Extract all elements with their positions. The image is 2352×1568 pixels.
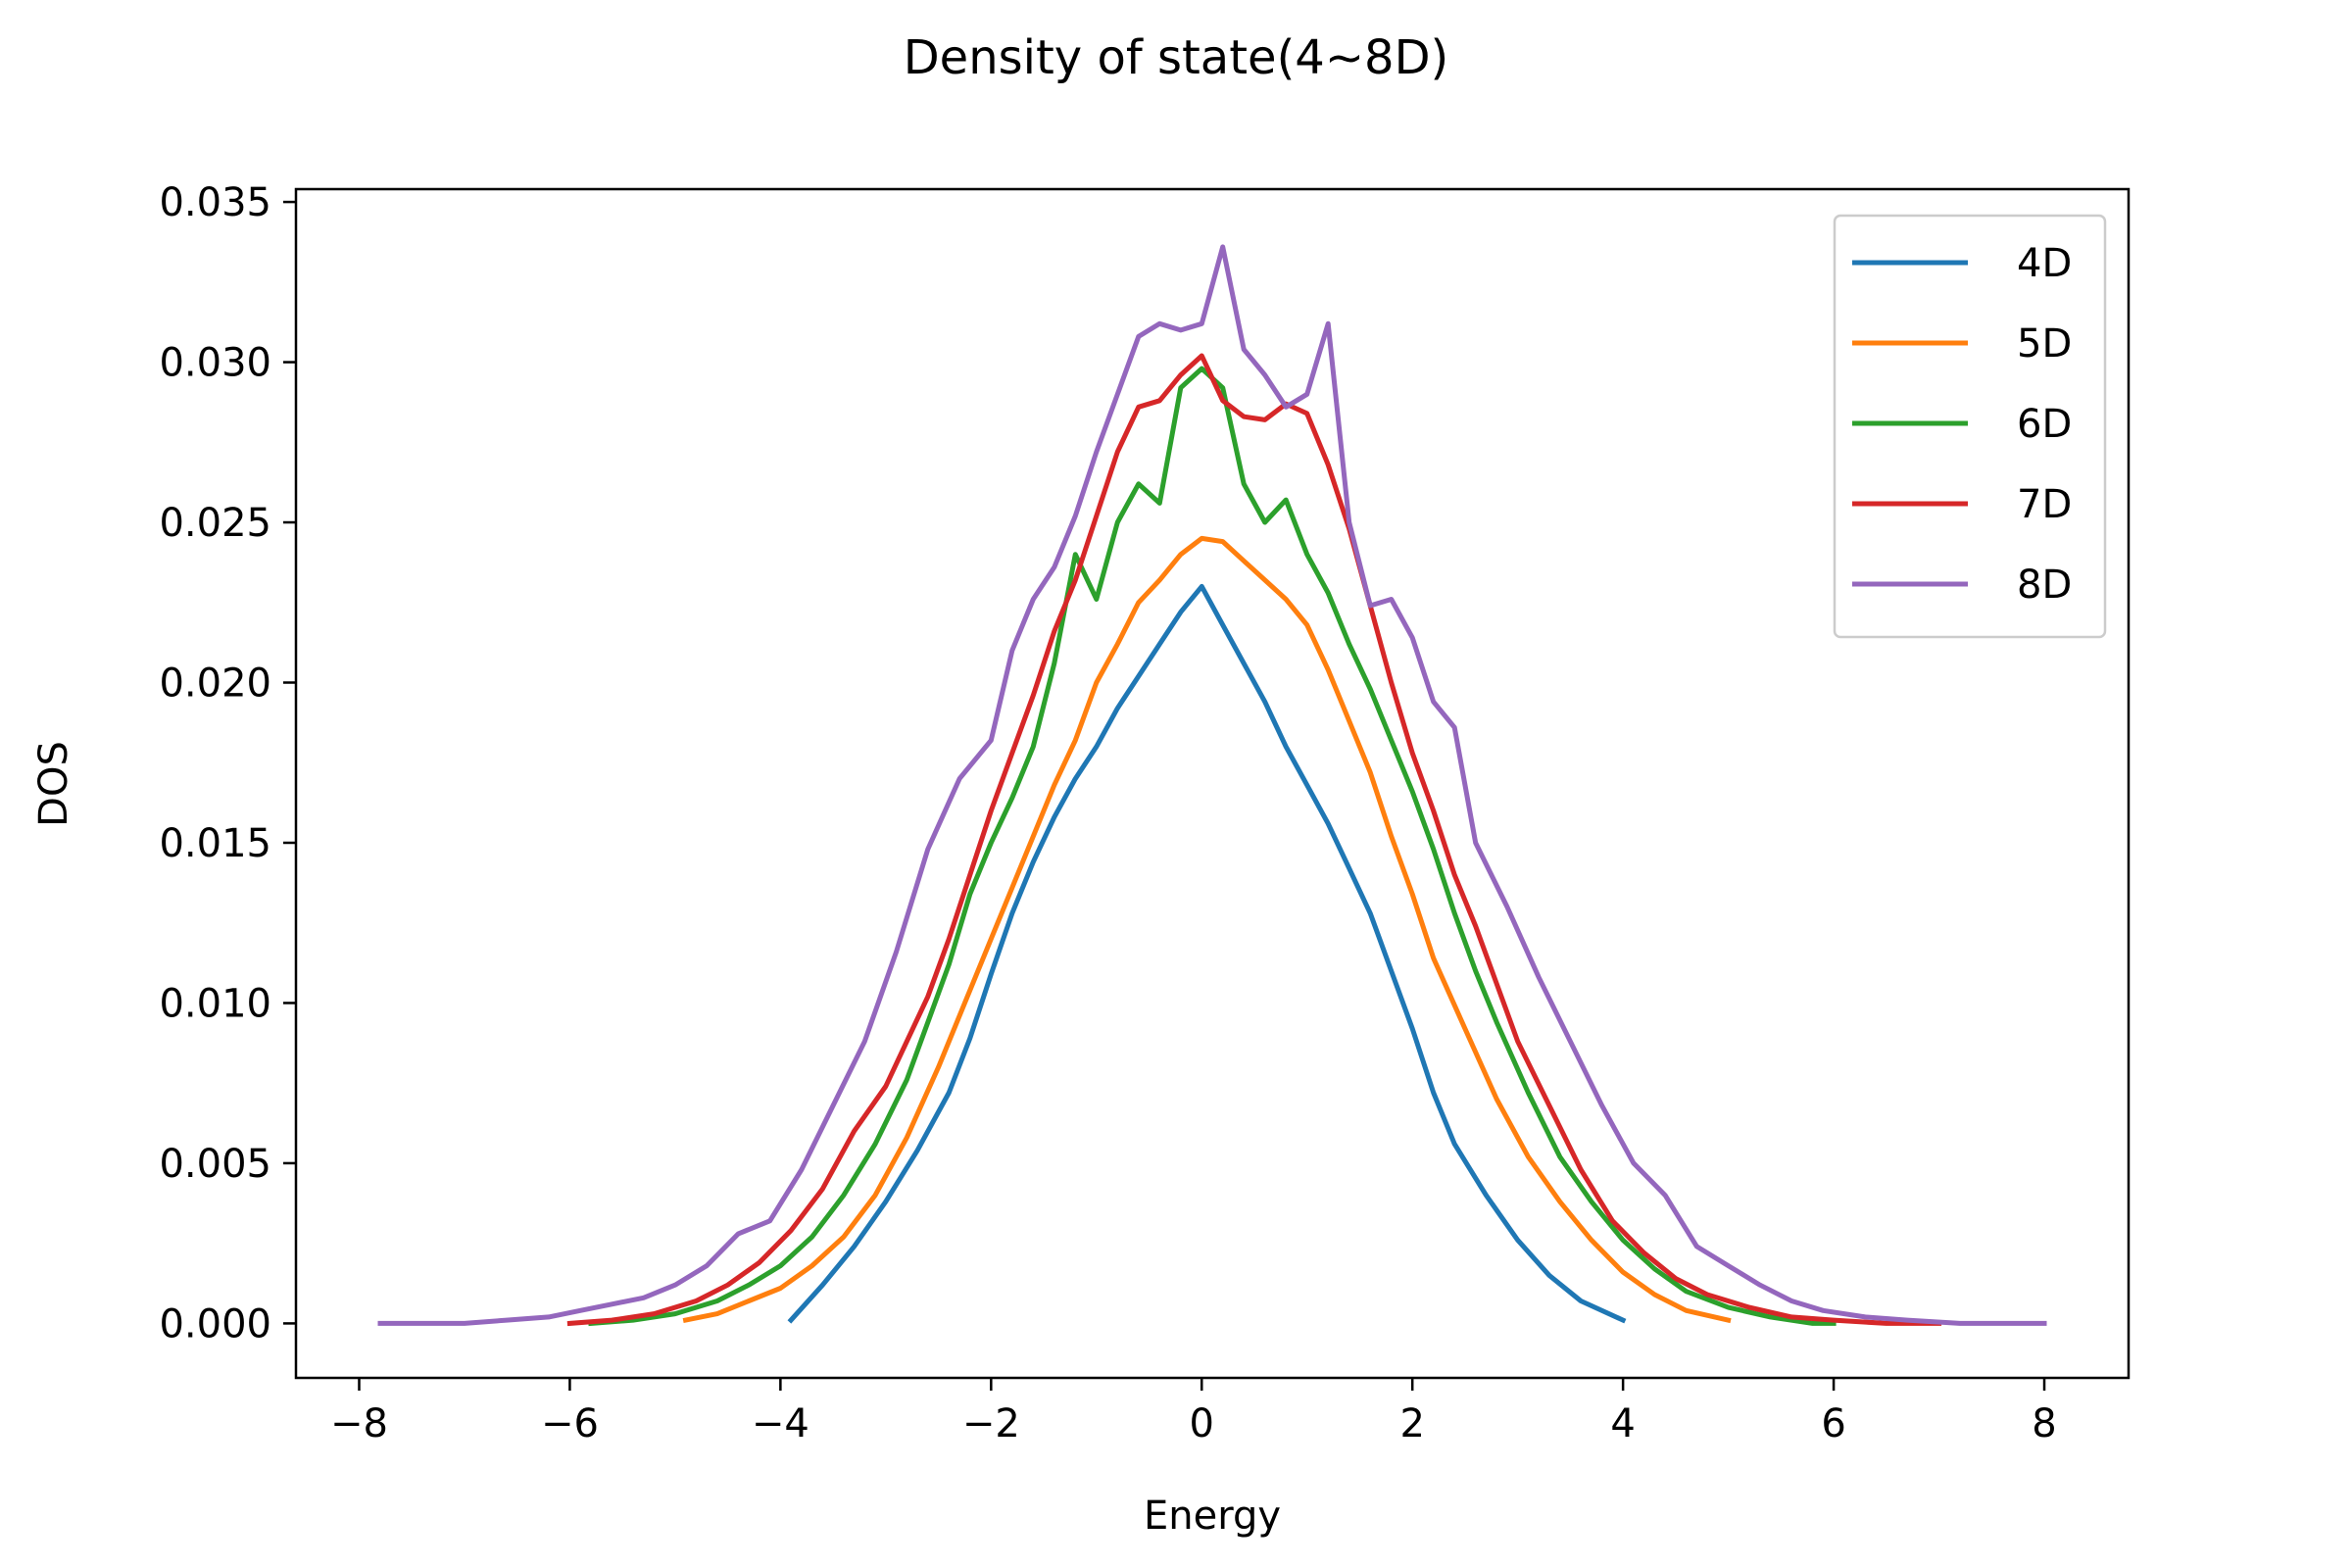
series-layer	[377, 244, 2047, 1327]
x-tick-label: −4	[752, 1401, 809, 1446]
x-axis-title: Energy	[1144, 1494, 1281, 1539]
x-tick-label: −6	[541, 1401, 599, 1446]
series-line-4d	[787, 583, 1627, 1324]
x-tick-label: 0	[1190, 1401, 1214, 1446]
x-tick-label: −8	[330, 1401, 388, 1446]
y-tick-label: 0.030	[159, 341, 271, 386]
series-line-5d	[682, 535, 1732, 1324]
y-tick-label: 0.010	[159, 981, 271, 1026]
legend-label-7d: 7D	[2017, 482, 2072, 527]
legend: 4D 5D 6D 7D 8D	[1833, 214, 2107, 639]
series-line-8d	[377, 244, 2047, 1326]
x-tick-label: −2	[962, 1401, 1020, 1446]
legend-label-5d: 5D	[2017, 321, 2072, 367]
chart-title: Density of state(4~8D)	[904, 30, 1449, 85]
y-tick-label: 0.000	[159, 1301, 271, 1347]
y-tick-label: 0.025	[159, 501, 271, 546]
x-tick-label: 4	[1610, 1401, 1635, 1446]
x-tick-label: 2	[1399, 1401, 1424, 1446]
y-tick-label: 0.005	[159, 1142, 271, 1187]
y-axis-title: DOS	[31, 741, 76, 827]
series-line-7d	[566, 353, 1942, 1327]
plot-area-frame	[294, 187, 2131, 1380]
legend-label-4d: 4D	[2017, 241, 2072, 286]
x-tick-label: 6	[1821, 1401, 1845, 1446]
y-tick-label: 0.015	[159, 821, 271, 866]
y-axis: 0.000 0.005 0.010 0.015 0.020 0.025 0.030 0.035	[159, 180, 296, 1347]
y-tick-label: 0.020	[159, 662, 271, 707]
legend-label-8d: 8D	[2017, 563, 2072, 608]
y-tick-label: 0.035	[159, 180, 271, 225]
x-axis: −8 −6 −4 −2 0 2 4 6 8	[330, 1378, 2057, 1446]
legend-frame	[1833, 214, 2107, 639]
x-tick-label: 8	[2032, 1401, 2056, 1446]
legend-label-6d: 6D	[2017, 402, 2072, 447]
